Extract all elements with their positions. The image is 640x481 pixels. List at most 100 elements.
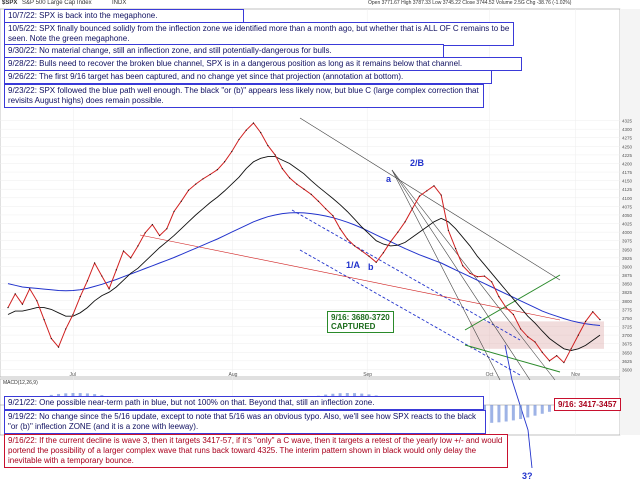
- price-point: [585, 321, 586, 322]
- price-point: [484, 275, 485, 276]
- x-tick-label: Jul: [69, 372, 75, 378]
- y-tick-label: 4100: [622, 196, 633, 201]
- price-point: [181, 201, 182, 202]
- price-point: [477, 276, 478, 277]
- macd-bar: [534, 405, 537, 416]
- price-point: [29, 288, 30, 289]
- macd-bar: [519, 405, 522, 419]
- price-point: [202, 178, 203, 179]
- price-point: [563, 362, 564, 363]
- note-9-26: 9/26/22: The first 9/16 target has been …: [4, 70, 492, 84]
- price-point: [51, 338, 52, 339]
- price-point: [556, 355, 557, 356]
- price-point: [448, 230, 449, 231]
- y-tick-label: 4150: [622, 179, 633, 184]
- y-tick-label: 4175: [622, 170, 633, 175]
- note-9-19: 9/19/22: No change since the 5/16 update…: [4, 410, 486, 434]
- price-point: [80, 296, 81, 297]
- price-point: [534, 341, 535, 342]
- price-point: [390, 241, 391, 242]
- price-point: [246, 130, 247, 131]
- price-point: [267, 145, 268, 146]
- captured-range: 9/16: 3680-3720: [331, 313, 390, 322]
- price-point: [137, 245, 138, 246]
- price-point: [347, 238, 348, 239]
- y-tick-label: 4250: [622, 144, 633, 149]
- price-point: [188, 190, 189, 191]
- note-9-16: 9/16/22: If the current decline is wave …: [4, 434, 508, 468]
- price-point: [397, 232, 398, 233]
- y-tick-label: 4125: [622, 187, 633, 192]
- captured-status: CAPTURED: [331, 322, 390, 331]
- macd-bar: [512, 405, 515, 420]
- price-point: [578, 334, 579, 335]
- y-tick-label: 3850: [622, 282, 633, 287]
- price-point: [43, 319, 44, 320]
- price-point: [101, 275, 102, 276]
- price-point: [87, 280, 88, 281]
- y-tick-label: 3600: [622, 367, 633, 372]
- note-9-30: 9/30/22: No material change, still an in…: [4, 44, 444, 58]
- exchange-label: INDX: [112, 0, 126, 6]
- chart-header: $SPX S&P 500 Large Cap Index INDX Open 3…: [0, 0, 640, 9]
- price-point: [108, 288, 109, 289]
- price-point: [159, 235, 160, 236]
- price-point: [441, 194, 442, 195]
- price-point: [22, 304, 23, 305]
- price-point: [275, 154, 276, 155]
- wave-1a-label: 1/A: [346, 260, 360, 270]
- y-tick-label: 3900: [622, 264, 633, 269]
- quote-readout: Open 3771.67 High 3787.33 Low 3745.22 Cl…: [368, 0, 571, 6]
- y-tick-label: 4325: [622, 119, 633, 124]
- y-tick-label: 3625: [622, 359, 633, 364]
- price-point: [58, 347, 59, 348]
- price-point: [433, 185, 434, 186]
- price-point: [15, 293, 16, 294]
- price-point: [549, 360, 550, 361]
- x-tick-label: Aug: [229, 372, 238, 378]
- y-tick-label: 3925: [622, 256, 633, 261]
- y-tick-label: 4200: [622, 161, 633, 166]
- y-tick-label: 4075: [622, 204, 633, 209]
- ticker-symbol: $SPX: [2, 0, 17, 6]
- price-point: [173, 211, 174, 212]
- price-point: [260, 132, 261, 133]
- y-tick-label: 4225: [622, 153, 633, 158]
- y-tick-label: 4000: [622, 230, 633, 235]
- price-point: [513, 314, 514, 315]
- price-point: [462, 265, 463, 266]
- price-point: [491, 281, 492, 282]
- price-point: [419, 195, 420, 196]
- price-point: [210, 174, 211, 175]
- note-10-7: 10/7/22: SPX is back into the megaphone.: [4, 9, 244, 23]
- price-point: [506, 307, 507, 308]
- price-point: [145, 232, 146, 233]
- price-point: [404, 221, 405, 222]
- price-point: [426, 190, 427, 191]
- target-label: 9/16: 3417-3457: [554, 398, 621, 411]
- price-point: [599, 319, 600, 320]
- macd-bar: [548, 405, 551, 412]
- price-point: [94, 262, 95, 263]
- price-point: [361, 250, 362, 251]
- y-tick-label: 3975: [622, 239, 633, 244]
- x-tick-label: Nov: [571, 372, 580, 378]
- macd-bar: [505, 405, 508, 422]
- macd-bar: [526, 405, 529, 417]
- macd-label: MACD(12,26,9): [3, 380, 38, 386]
- price-point: [571, 348, 572, 349]
- price-point: [592, 311, 593, 312]
- macd-bar: [497, 405, 500, 422]
- y-tick-label: 4275: [622, 136, 633, 141]
- price-point: [7, 307, 8, 308]
- x-tick-label: Sep: [363, 372, 372, 378]
- y-tick-label: 4025: [622, 222, 633, 227]
- price-point: [130, 257, 131, 258]
- price-point: [383, 252, 384, 253]
- price-point: [65, 328, 66, 329]
- note-9-28: 9/28/22: Bulls need to recover the broke…: [4, 57, 522, 71]
- y-tick-label: 3700: [622, 333, 633, 338]
- price-point: [542, 352, 543, 353]
- y-tick-label: 3825: [622, 290, 633, 295]
- price-point: [166, 228, 167, 229]
